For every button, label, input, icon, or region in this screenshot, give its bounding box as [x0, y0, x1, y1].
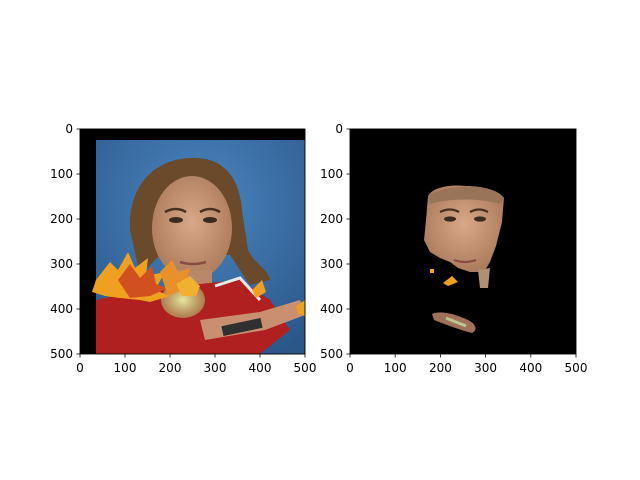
left-image-eye-left — [169, 217, 183, 223]
right-image-hair-top — [428, 186, 504, 204]
right-image-arm-highlight — [445, 316, 467, 328]
right-y-tick-label: 0 — [335, 122, 343, 136]
right-x-tick-label: 0 — [346, 361, 354, 375]
left-image-racket-handle — [221, 317, 263, 337]
right-y-ticks: 0 100 200 300 400 500 — [320, 122, 350, 361]
right-image-fragment-1 — [430, 269, 434, 273]
left-image-eye-right — [203, 217, 217, 223]
left-y-tick-label: 500 — [50, 347, 73, 361]
left-x-tick-label: 300 — [204, 361, 227, 375]
left-x-tick-label: 500 — [294, 361, 317, 375]
right-y-tick-label: 400 — [320, 302, 343, 316]
right-y-tick-label: 300 — [320, 257, 343, 271]
left-image-mouth — [179, 260, 207, 266]
right-x-tick-label: 100 — [384, 361, 407, 375]
left-axes: 0 100 200 300 400 500 0 100 200 300 400 500 — [50, 122, 316, 375]
right-image-fragment-2 — [443, 276, 458, 286]
left-image-face — [152, 176, 232, 280]
right-image-face-segment — [424, 185, 504, 272]
right-x-tick-label: 200 — [429, 361, 452, 375]
right-y-tick-label: 500 — [320, 347, 343, 361]
right-image-eye-right — [474, 216, 486, 222]
right-x-tick-label: 300 — [474, 361, 497, 375]
left-image-brow-right — [199, 207, 221, 214]
right-y-tick-label: 200 — [320, 212, 343, 226]
right-image-mouth — [453, 258, 477, 264]
right-x-ticks: 0 100 200 300 400 500 — [346, 354, 587, 375]
right-x-tick-label: 400 — [519, 361, 542, 375]
left-y-tick-label: 400 — [50, 302, 73, 316]
left-x-tick-label: 100 — [114, 361, 137, 375]
left-x-tick-label: 200 — [159, 361, 182, 375]
right-image-chin — [478, 268, 490, 288]
left-x-tick-label: 0 — [76, 361, 84, 375]
left-x-tick-label: 400 — [249, 361, 272, 375]
right-y-tick-label: 100 — [320, 167, 343, 181]
right-axes: 0 100 200 300 400 500 0 100 200 300 400 500 — [320, 122, 587, 375]
right-x-tick-label: 500 — [565, 361, 588, 375]
left-y-tick-label: 100 — [50, 167, 73, 181]
right-image-brow-right — [469, 208, 489, 213]
left-y-tick-label: 0 — [65, 122, 73, 136]
left-image-leaves — [92, 252, 305, 316]
right-image-eye-left — [444, 216, 456, 222]
left-y-tick-label: 300 — [50, 257, 73, 271]
left-axes-frame — [79, 128, 306, 355]
left-image-brow-left — [164, 207, 187, 214]
right-image-brow-left — [439, 208, 460, 213]
left-y-ticks: 0 100 200 300 400 500 — [50, 122, 80, 361]
left-x-ticks: 0 100 200 300 400 500 — [76, 354, 316, 375]
right-image — [350, 129, 576, 354]
left-image — [80, 129, 305, 354]
right-axes-frame — [349, 128, 577, 355]
left-y-tick-label: 200 — [50, 212, 73, 226]
